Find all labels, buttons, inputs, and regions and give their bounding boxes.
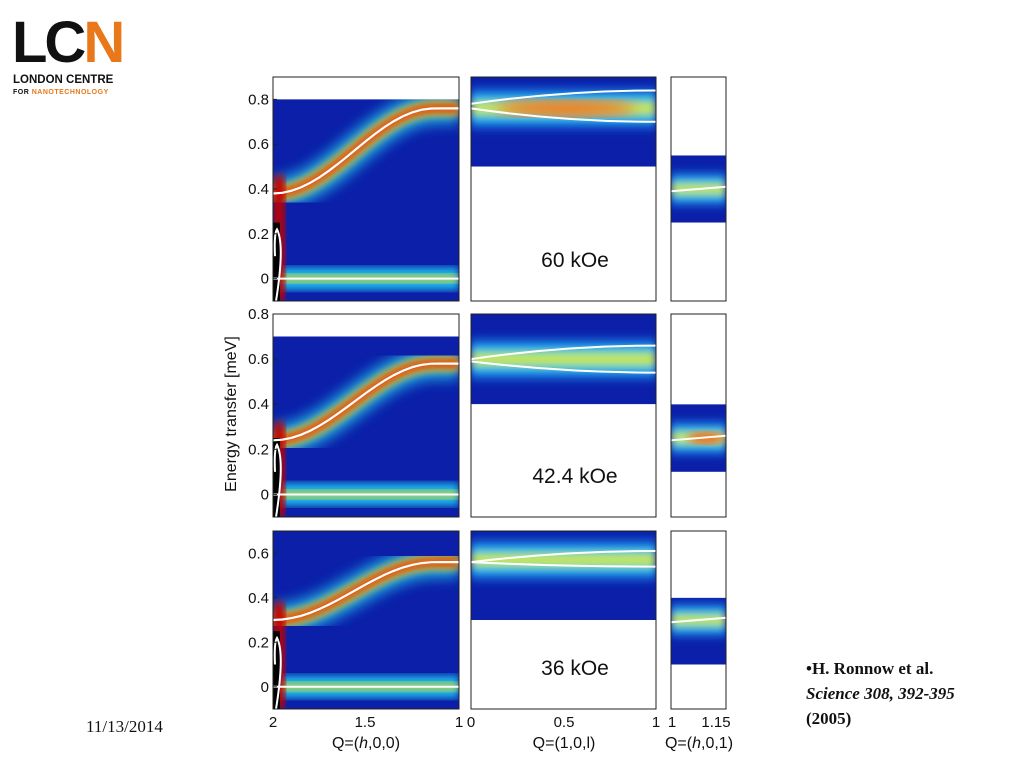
frame-col3-1 xyxy=(670,313,727,518)
y-tick-1-3: 0.6 xyxy=(248,351,269,368)
panel-row-2: 0 0.2 0.4 0.6 36 kOe xyxy=(248,530,727,710)
x-tick-col1-2: 1 xyxy=(455,714,463,731)
logo-mark-lc: LC xyxy=(12,10,86,75)
frame-col2-2 xyxy=(470,530,657,710)
y-tick-0-0: 0 xyxy=(261,271,269,288)
field-label-1: 42.4 kOe xyxy=(532,465,617,488)
heatmap-col2-2 xyxy=(471,531,656,620)
panel-row-1: 0 0.2 0.4 0.6 0.8 42.4 kOe xyxy=(248,306,727,518)
x-tick-col2-1: 0.5 xyxy=(554,714,575,731)
y-axis-label: Energy transfer [meV] xyxy=(223,336,240,492)
x-axis-col3: 1 1.15 Q=(h,0,1) xyxy=(665,714,733,752)
logo-mark: LCN xyxy=(12,14,125,72)
y-tick-0-3: 0.6 xyxy=(248,136,269,153)
y-tick-2-0: 0 xyxy=(261,679,269,696)
frame-col3-2 xyxy=(670,530,727,710)
x-axis-col2: 0 0.5 1 Q=(1,0,l) xyxy=(467,714,660,752)
y-tick-2-3: 0.6 xyxy=(248,545,269,562)
x-tick-col2-2: 1 xyxy=(652,714,660,731)
frame-col3-0 xyxy=(670,76,727,302)
dispersion-curve xyxy=(272,362,459,442)
frame-col2-0 xyxy=(470,76,657,302)
heatmap-col3-0 xyxy=(671,155,726,223)
x-tick-col1-0: 2 xyxy=(269,714,277,731)
x-tick-col2-0: 0 xyxy=(467,714,475,731)
x-tick-col1-1: 1.5 xyxy=(355,714,376,731)
y-tick-0-4: 0.8 xyxy=(248,91,269,108)
heatmap-col2-1 xyxy=(471,314,656,405)
y-tick-2-2: 0.4 xyxy=(248,590,269,607)
y-tick-2-1: 0.2 xyxy=(248,634,269,651)
y-tick-1-2: 0.4 xyxy=(248,396,269,413)
heatmap-col1-0 xyxy=(273,99,459,301)
y-tick-1-0: 0 xyxy=(261,486,269,503)
x-axis-col1: 2 1.5 1 Q=(h,0,0) xyxy=(269,714,463,752)
reference-citation: •H. Ronnow et al. Science 308, 392-395 (… xyxy=(806,656,955,731)
field-label-2: 36 kOe xyxy=(541,657,609,680)
reference-authors: •H. Ronnow et al. xyxy=(806,659,934,678)
logo-line1: LONDON CENTRE xyxy=(13,74,114,86)
x-label-col1: Q=(h,0,0) xyxy=(332,735,400,752)
reference-year: (2005) xyxy=(806,709,852,728)
x-label-col3: Q=(h,0,1) xyxy=(665,735,733,752)
y-tick-0-2: 0.4 xyxy=(248,181,269,198)
heatmap-col3-2 xyxy=(671,597,726,665)
frame-col1-2 xyxy=(272,530,460,710)
slide-date: 11/13/2014 xyxy=(86,717,163,736)
panel-group: 0 0.2 0.4 0.6 0.8 60 kOe 0 0.2 0.4 0.6 0.8 42.4 kOe… xyxy=(248,76,727,710)
field-label-0: 60 kOe xyxy=(541,249,609,272)
y-tick-1-1: 0.2 xyxy=(248,441,269,458)
x-tick-col3-0: 1 xyxy=(668,714,676,731)
panel-row-0: 0 0.2 0.4 0.6 0.8 60 kOe xyxy=(248,76,727,302)
x-tick-col3-1: 1.15 xyxy=(701,714,730,731)
dispersion-curve xyxy=(272,561,459,622)
logo-line2: FOR NANOTECHNOLOGY xyxy=(13,89,109,96)
frame-col2-1 xyxy=(470,313,657,518)
y-tick-1-4: 0.8 xyxy=(248,306,269,323)
lcn-logo: LCN LONDON CENTRE FOR NANOTECHNOLOGY xyxy=(12,14,132,104)
dispersion-curve xyxy=(272,107,459,195)
heatmap-col1-2 xyxy=(273,531,459,709)
heatmap-col1-1 xyxy=(273,336,459,517)
logo-line2-nano: NANOTECHNOLOGY xyxy=(31,89,109,96)
frame-col1-1 xyxy=(272,313,460,518)
logo-mark-n: N xyxy=(83,10,125,75)
logo-line2-for: FOR xyxy=(13,89,32,96)
reference-journal: Science 308, 392-395 xyxy=(806,684,955,703)
y-tick-0-1: 0.2 xyxy=(248,226,269,243)
x-label-col2: Q=(1,0,l) xyxy=(533,735,596,752)
